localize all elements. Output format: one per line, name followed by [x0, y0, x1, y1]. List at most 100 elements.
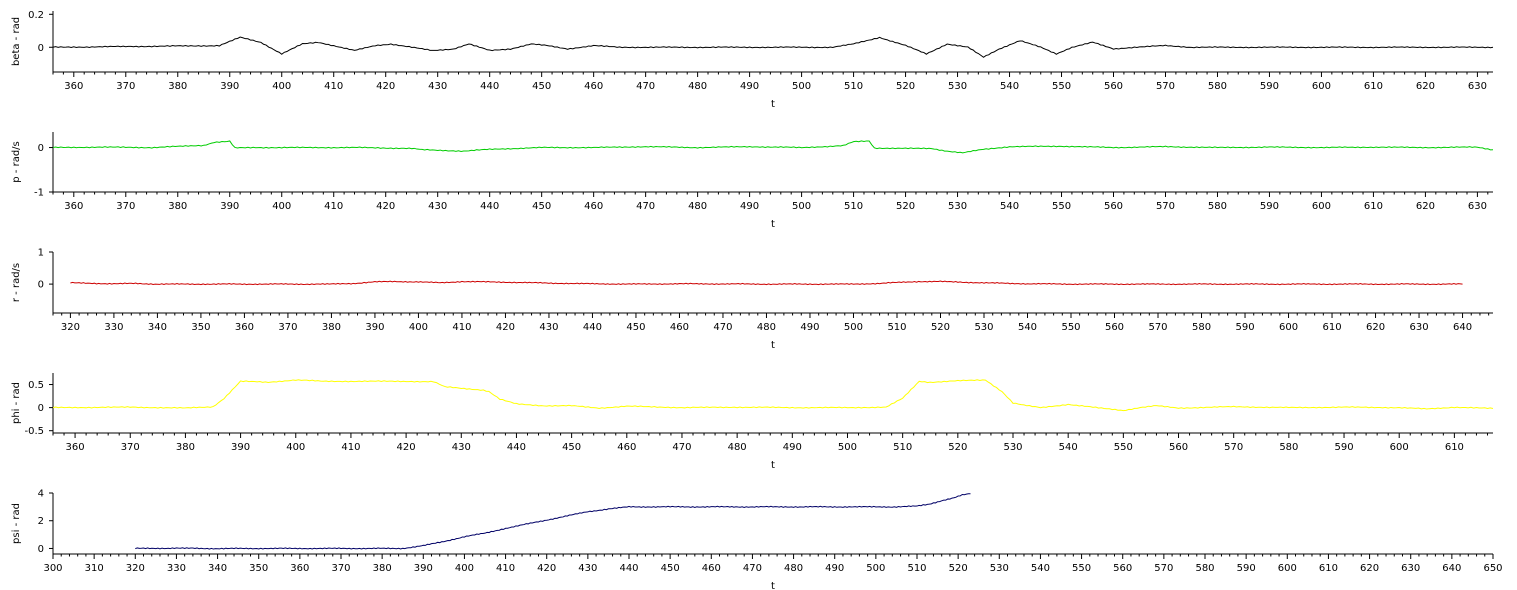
x-tick-label: 620 — [1416, 201, 1435, 212]
x-tick-label: 530 — [1003, 442, 1022, 453]
x-tick-label: 520 — [896, 81, 915, 92]
x-tick-label: 360 — [66, 442, 85, 453]
x-tick-label: 570 — [1156, 81, 1175, 92]
x-tick-label: 380 — [168, 201, 187, 212]
subplot-3: 320 330 340 350 360 370 380 390 400 410 420 430 440 4… — [11, 248, 1493, 351]
x-tick-label: 450 — [626, 322, 645, 333]
x-tick-label: 480 — [757, 322, 776, 333]
x-tick-label: 580 — [1192, 322, 1211, 333]
x-tick-label: 390 — [365, 322, 384, 333]
x-tick-label: 410 — [324, 81, 343, 92]
x-tick-label: 420 — [376, 81, 395, 92]
x-tick-label: 370 — [278, 322, 297, 333]
subplot-4: 360 370 380 390 400 410 420 430 440 450 460 470 480 4… — [11, 373, 1494, 471]
x-tick-label: 400 — [272, 81, 291, 92]
y-axis-label: r - rad/s — [11, 263, 22, 302]
subplot-1: 360 370 380 390 400 410 420 430 440 450 460 470 480 4… — [11, 10, 1494, 110]
y-tick-label: 0 — [38, 143, 44, 154]
x-tick-label: 590 — [1334, 442, 1353, 453]
series-line — [52, 36, 1494, 58]
x-tick-label: 460 — [617, 442, 636, 453]
x-tick-label: 590 — [1235, 322, 1254, 333]
x-tick-label: 350 — [249, 563, 268, 574]
x-tick-label: 450 — [532, 201, 551, 212]
x-tick-label: 300 — [43, 563, 62, 574]
x-tick-label: 440 — [480, 81, 499, 92]
x-tick-label: 350 — [191, 322, 210, 333]
x-tick-label: 610 — [1319, 563, 1338, 574]
x-tick-label: 420 — [376, 201, 395, 212]
x-tick-label: 430 — [578, 563, 597, 574]
x-tick-label: 500 — [792, 81, 811, 92]
x-tick-label: 450 — [661, 563, 680, 574]
x-tick-label: 440 — [507, 442, 526, 453]
x-tick-label: 630 — [1468, 81, 1487, 92]
y-tick-label: 0 — [38, 280, 44, 291]
x-tick-label: 420 — [496, 322, 515, 333]
x-tick-label: 410 — [324, 201, 343, 212]
x-tick-label: 470 — [672, 442, 691, 453]
x-tick-label: 590 — [1260, 81, 1279, 92]
x-tick-label: 510 — [887, 322, 906, 333]
x-tick-label: 570 — [1224, 442, 1243, 453]
y-axis-label: phi - rad — [11, 382, 22, 424]
x-tick-label: 440 — [619, 563, 638, 574]
x-tick-label: 630 — [1409, 322, 1428, 333]
x-tick-label: 640 — [1453, 322, 1472, 333]
x-tick-label: 530 — [948, 81, 967, 92]
x-tick-label: 540 — [1000, 201, 1019, 212]
y-axis-label: psi - rad — [11, 503, 22, 544]
x-tick-label: 470 — [636, 81, 655, 92]
x-tick-label: 400 — [409, 322, 428, 333]
x-tick-label: 500 — [838, 442, 857, 453]
x-tick-label: 370 — [116, 81, 135, 92]
x-tick-label: 600 — [1312, 201, 1331, 212]
x-tick-label: 520 — [949, 563, 968, 574]
x-tick-label: 570 — [1148, 322, 1167, 333]
x-tick-label: 620 — [1366, 322, 1385, 333]
subplot-2: 360 370 380 390 400 410 420 430 440 450 460 470 480 4… — [11, 132, 1494, 230]
series-line — [135, 493, 971, 550]
series-line — [70, 280, 1463, 286]
x-tick-label: 470 — [713, 322, 732, 333]
x-tick-label: 370 — [116, 201, 135, 212]
x-tick-label: 500 — [844, 322, 863, 333]
x-tick-label: 540 — [1018, 322, 1037, 333]
x-tick-label: 410 — [496, 563, 515, 574]
x-tick-label: 650 — [1483, 563, 1502, 574]
x-tick-label: 580 — [1208, 81, 1227, 92]
x-tick-label: 570 — [1154, 563, 1173, 574]
x-tick-label: 560 — [1169, 442, 1188, 453]
x-tick-label: 380 — [176, 442, 195, 453]
x-tick-label: 360 — [64, 81, 83, 92]
x-tick-label: 500 — [866, 563, 885, 574]
x-tick-label: 410 — [452, 322, 471, 333]
x-tick-label: 470 — [636, 201, 655, 212]
x-tick-label: 480 — [784, 563, 803, 574]
x-tick-label: 420 — [397, 442, 416, 453]
x-tick-label: 550 — [1061, 322, 1080, 333]
x-tick-label: 600 — [1279, 322, 1298, 333]
x-tick-label: 360 — [290, 563, 309, 574]
x-axis-label: t — [771, 340, 775, 351]
subplot-5: 300 310 320 330 340 350 360 370 380 390 400 410 420 4… — [11, 489, 1503, 590]
x-tick-label: 340 — [148, 322, 167, 333]
x-tick-label: 400 — [455, 563, 474, 574]
x-tick-label: 380 — [322, 322, 341, 333]
x-tick-label: 390 — [231, 442, 250, 453]
x-tick-label: 380 — [373, 563, 392, 574]
x-tick-label: 460 — [670, 322, 689, 333]
x-tick-label: 580 — [1195, 563, 1214, 574]
x-tick-label: 620 — [1360, 563, 1379, 574]
x-tick-label: 430 — [428, 201, 447, 212]
x-tick-label: 550 — [1114, 442, 1133, 453]
x-tick-label: 550 — [1072, 563, 1091, 574]
y-tick-label: -0.5 — [24, 426, 44, 437]
x-axis-label: t — [771, 581, 775, 590]
x-tick-label: 630 — [1468, 201, 1487, 212]
x-tick-label: 490 — [740, 201, 759, 212]
x-tick-label: 610 — [1322, 322, 1341, 333]
x-tick-label: 560 — [1104, 81, 1123, 92]
x-tick-label: 490 — [783, 442, 802, 453]
